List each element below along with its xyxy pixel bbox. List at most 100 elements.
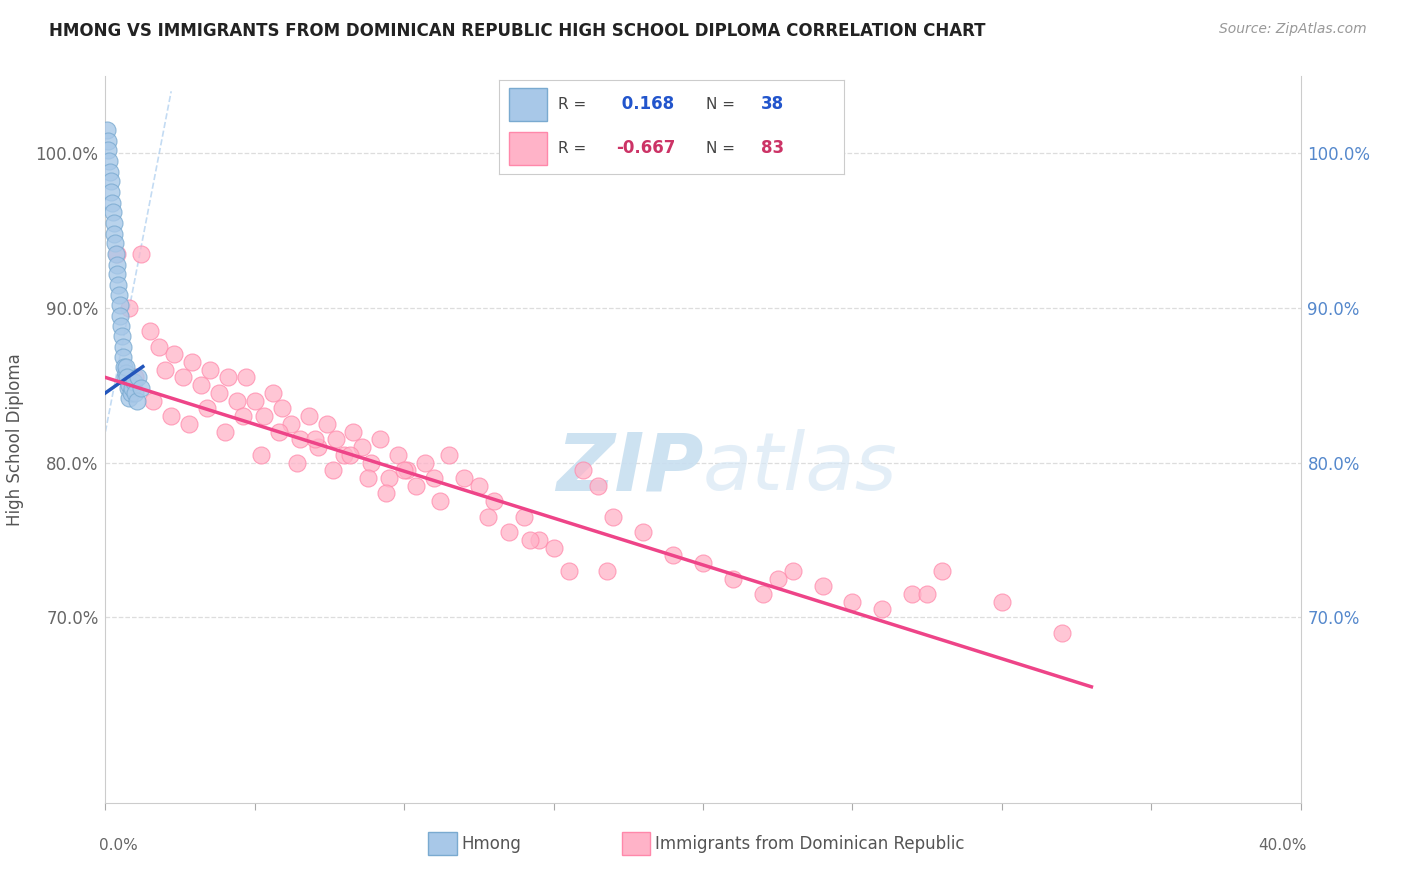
Point [1050,625,1073,640]
Point [101,195,124,210]
Point [557,564,579,578]
Text: atlas: atlas [703,429,898,508]
Point [429,494,451,508]
Point [751,587,773,601]
Point [235,370,257,384]
Point [108,288,131,302]
Point [118,378,141,392]
Point [325,433,347,447]
Point [392,463,416,477]
FancyBboxPatch shape [429,832,457,855]
Text: 0.0%: 0.0% [100,838,138,853]
Text: Source: ZipAtlas.com: Source: ZipAtlas.com [1219,22,1367,37]
Point [114,366,136,380]
Point [148,339,170,353]
Point [129,381,153,395]
Point [339,448,361,462]
Point [482,494,505,508]
Point [115,370,138,384]
Point [357,471,380,485]
Point [177,417,200,431]
Point [198,362,221,376]
Point [387,448,409,462]
Point [121,381,143,395]
Point [97,143,120,157]
Point [662,549,685,563]
Text: ZIP: ZIP [555,429,703,508]
Point [110,319,132,334]
Point [117,381,139,395]
Point [96,123,118,137]
Point [243,393,266,408]
Point [811,579,834,593]
Point [163,347,186,361]
Point [453,471,475,485]
Text: 0.168: 0.168 [616,95,675,113]
Point [267,425,290,439]
Point [118,391,141,405]
Point [181,355,204,369]
Point [103,216,125,230]
Point [107,246,129,260]
Text: R =: R = [558,141,586,156]
Text: Hmong: Hmong [461,835,522,853]
Point [477,509,499,524]
Point [153,362,177,376]
Point [543,541,565,555]
Point [315,417,337,431]
Point [127,370,149,384]
Point [375,486,398,500]
Point [498,525,520,540]
Point [139,324,162,338]
Point [288,433,311,447]
FancyBboxPatch shape [621,832,651,855]
Point [250,448,273,462]
Point [513,509,536,524]
Point [107,277,129,292]
Text: Immigrants from Dominican Republic: Immigrants from Dominican Republic [655,835,965,853]
Point [172,370,194,384]
Point [602,509,624,524]
Point [190,378,212,392]
Point [360,456,382,470]
Point [101,205,124,219]
Point [98,153,121,168]
Point [111,339,134,353]
Point [112,359,135,374]
Point [307,440,329,454]
Point [112,351,135,365]
Point [321,463,343,477]
Point [437,448,460,462]
Point [125,393,148,408]
Point [872,602,894,616]
Point [782,564,804,578]
Point [104,235,127,250]
Point [378,471,401,485]
Point [990,595,1012,609]
Point [160,409,183,423]
Y-axis label: High School Diploma: High School Diploma [7,353,24,525]
Point [280,417,302,431]
Point [114,370,136,384]
Point [105,258,128,272]
Point [333,448,356,462]
Point [721,572,744,586]
Point [297,409,319,423]
Point [270,401,292,416]
Point [104,246,127,260]
Point [931,564,953,578]
Point [110,309,132,323]
Text: N =: N = [706,96,735,112]
Point [572,463,595,477]
Point [841,595,863,609]
Point [527,533,550,547]
FancyBboxPatch shape [509,132,547,164]
Point [225,393,249,408]
FancyBboxPatch shape [509,87,547,120]
Point [342,425,364,439]
Text: 83: 83 [761,139,785,157]
Point [588,479,610,493]
Point [232,409,254,423]
Point [142,393,165,408]
Point [115,359,138,374]
